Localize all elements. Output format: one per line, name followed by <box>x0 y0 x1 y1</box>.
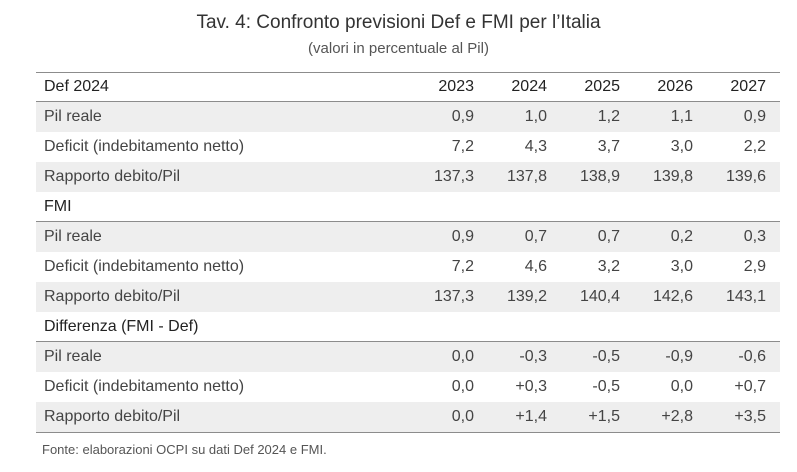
year-header: 2024 <box>511 78 547 95</box>
table-row: Pil reale 0,9 1,0 1,2 1,1 0,9 <box>36 102 780 132</box>
value-cell: +0,7 <box>734 378 766 395</box>
table-row: Deficit (indebitamento netto) 0,0 +0,3 -… <box>36 372 780 402</box>
value-cell: 0,0 <box>670 378 693 395</box>
table-row: Rapporto debito/Pil 0,0 +1,4 +1,5 +2,8 +… <box>36 402 780 432</box>
value-cell: 138,9 <box>579 168 620 185</box>
row-label: Deficit (indebitamento netto) <box>44 378 245 395</box>
value-cell: 4,3 <box>524 138 547 155</box>
value-cell: 139,2 <box>506 288 547 305</box>
section-header-differenza: Differenza (FMI - Def) <box>36 312 780 342</box>
year-header: 2023 <box>438 78 474 95</box>
value-cell: +2,8 <box>661 408 693 425</box>
value-cell: +3,5 <box>734 408 766 425</box>
value-cell: 139,6 <box>725 168 766 185</box>
value-cell: 3,0 <box>670 138 693 155</box>
value-cell: 7,2 <box>451 138 474 155</box>
value-cell: 0,7 <box>597 228 620 245</box>
table-subtitle: (valori in percentuale al Pil) <box>308 40 489 57</box>
value-cell: 0,0 <box>451 408 474 425</box>
table-row: Rapporto debito/Pil 137,3 137,8 138,9 13… <box>36 162 780 192</box>
value-cell: 143,1 <box>725 288 766 305</box>
value-cell: 3,2 <box>597 258 620 275</box>
value-cell: 140,4 <box>579 288 620 305</box>
value-cell: 0,9 <box>743 108 766 125</box>
value-cell: 1,0 <box>524 108 547 125</box>
value-cell: 2,2 <box>743 138 766 155</box>
value-cell: +1,5 <box>588 408 620 425</box>
value-cell: -0,5 <box>592 348 620 365</box>
section-title: Def 2024 <box>44 78 109 95</box>
table-bottom-rule <box>36 432 780 433</box>
table-row: Deficit (indebitamento netto) 7,2 4,6 3,… <box>36 252 780 282</box>
source-note: Fonte: elaborazioni OCPI su dati Def 202… <box>42 442 327 457</box>
value-cell: 137,3 <box>433 288 474 305</box>
year-header: 2027 <box>730 78 766 95</box>
row-label: Rapporto debito/Pil <box>44 408 181 425</box>
value-cell: 0,0 <box>451 348 474 365</box>
value-cell: 0,9 <box>451 228 474 245</box>
row-label: Deficit (indebitamento netto) <box>44 258 245 275</box>
year-header: 2025 <box>584 78 620 95</box>
table-title: Tav. 4: Confronto previsioni Def e FMI p… <box>196 12 601 33</box>
value-cell: 2,9 <box>743 258 766 275</box>
table-row: Pil reale 0,0 -0,3 -0,5 -0,9 -0,6 <box>36 342 780 372</box>
table-row: Deficit (indebitamento netto) 7,2 4,3 3,… <box>36 132 780 162</box>
value-cell: 1,2 <box>597 108 620 125</box>
section-header-def: Def 2024 2023 2024 2025 2026 2027 <box>36 72 780 102</box>
value-cell: -0,6 <box>738 348 766 365</box>
row-label: Deficit (indebitamento netto) <box>44 138 245 155</box>
value-cell: 0,2 <box>670 228 693 245</box>
row-label: Pil reale <box>44 108 102 125</box>
year-header: 2026 <box>657 78 693 95</box>
value-cell: 1,1 <box>670 108 693 125</box>
value-cell: +0,3 <box>515 378 547 395</box>
value-cell: 0,0 <box>451 378 474 395</box>
row-label: Rapporto debito/Pil <box>44 288 181 305</box>
value-cell: 137,8 <box>506 168 547 185</box>
value-cell: -0,5 <box>592 378 620 395</box>
value-cell: 0,9 <box>451 108 474 125</box>
value-cell: 7,2 <box>451 258 474 275</box>
value-cell: 137,3 <box>433 168 474 185</box>
value-cell: 139,8 <box>652 168 693 185</box>
value-cell: 0,7 <box>524 228 547 245</box>
section-title: FMI <box>44 197 72 215</box>
table-row: Rapporto debito/Pil 137,3 139,2 140,4 14… <box>36 282 780 312</box>
row-label: Rapporto debito/Pil <box>44 168 181 185</box>
table-row: Pil reale 0,9 0,7 0,7 0,2 0,3 <box>36 222 780 252</box>
comparison-table: Def 2024 2023 2024 2025 2026 2027 Pil re… <box>36 72 780 433</box>
row-label: Pil reale <box>44 348 102 365</box>
value-cell: 4,6 <box>524 258 547 275</box>
value-cell: 0,3 <box>743 228 766 245</box>
value-cell: -0,3 <box>519 348 547 365</box>
value-cell: +1,4 <box>515 408 547 425</box>
value-cell: 3,0 <box>670 258 693 275</box>
row-label: Pil reale <box>44 228 102 245</box>
value-cell: -0,9 <box>665 348 693 365</box>
section-title: Differenza (FMI - Def) <box>44 317 199 335</box>
value-cell: 3,7 <box>597 138 620 155</box>
value-cell: 142,6 <box>652 288 693 305</box>
section-header-fmi: FMI <box>36 192 780 222</box>
